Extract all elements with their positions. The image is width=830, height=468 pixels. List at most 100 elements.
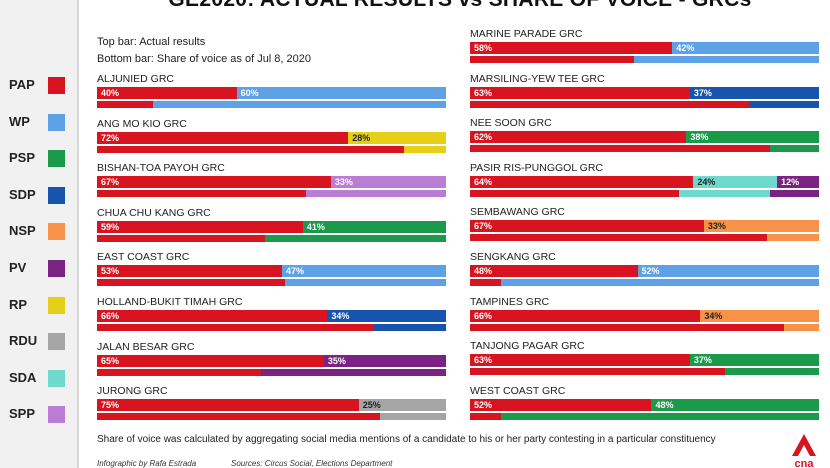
actual-value-label: 59%: [101, 221, 120, 232]
constituency-name-aljunied-grc: ALJUNIED GRC: [97, 73, 175, 85]
actual-value-label: 40%: [101, 88, 120, 98]
voice-bar-tanjong-pagar-grc-pap: [470, 368, 725, 376]
voice-bar-bishan-toa-payoh-grc-pap: [97, 190, 307, 198]
actual-value-label: 34%: [704, 310, 723, 321]
voice-bar-pasir-ris-punggol-grc-sda: [679, 189, 771, 197]
actual-bar-chua-chu-kang-grc-psp: 41%: [302, 220, 446, 233]
constituency-name-marsiling-yew-tee-grc: MARSILING-YEW TEE GRC: [470, 72, 605, 85]
actual-bar-bishan-toa-payoh-grc-pap: 67%: [97, 176, 331, 189]
voice-bar-ang-mo-kio-grc-rp: [404, 145, 446, 153]
actual-bar-aljunied-grc-wp: 60%: [236, 87, 446, 99]
legend-label-pap: PAP: [9, 77, 35, 92]
actual-bar-west-coast-grc-psp: 48%: [651, 398, 819, 411]
constituency-name-tampines-grc: TAMPINES GRC: [470, 295, 550, 308]
legend-swatch-sda: [48, 369, 65, 387]
voice-bar-jurong-grc-pap: [97, 413, 380, 421]
legend-label-pv: PV: [9, 260, 27, 275]
actual-value-label: 60%: [240, 88, 259, 98]
actual-bar-jurong-grc-rdu: 25%: [358, 399, 446, 412]
footnote: Share of voice was calculated by aggrega…: [97, 434, 716, 445]
credit-sources: Sources: Circus Social, Elections Depart…: [231, 459, 393, 468]
voice-bar-nee-soon-grc-psp: [770, 145, 819, 153]
legend-swatch-nsp: [48, 223, 65, 241]
actual-value-label: 52%: [474, 399, 493, 410]
actual-value-label: 58%: [474, 43, 493, 53]
actual-value-label: 63%: [474, 355, 493, 366]
constituency-name-chua-chu-kang-grc: CHUA CHU KANG GRC: [97, 206, 211, 219]
note-bottom-bar: Bottom bar: Share of voice as of Jul 8, …: [97, 53, 312, 65]
voice-bar-chua-chu-kang-grc-pap: [97, 234, 265, 242]
actual-value-label: 64%: [474, 176, 493, 187]
party-legend: PAP WP PSP SDP NSP PV RP RDU SDA SPP: [0, 0, 77, 468]
actual-value-label: 75%: [101, 400, 120, 411]
actual-value-label: 33%: [334, 177, 353, 188]
voice-bar-nee-soon-grc-pap: [470, 145, 771, 153]
actual-bar-holland-bukit-timah-grc-sdp: 34%: [327, 310, 446, 322]
actual-bar-ang-mo-kio-grc-rp: 28%: [348, 131, 446, 144]
actual-bar-sengkang-grc-wp: 52%: [637, 265, 819, 277]
legend-label-psp: PSP: [9, 150, 36, 166]
legend-label-sda: SDA: [9, 369, 37, 385]
cna-logo: cna: [792, 434, 816, 468]
actual-bar-nee-soon-grc-psp: 38%: [686, 131, 819, 144]
voice-bar-east-coast-grc-wp: [285, 279, 446, 287]
actual-value-label: 37%: [693, 355, 712, 366]
chart-title: GE2020: ACTUAL RESULTS vs SHARE OF VOICE…: [130, 0, 790, 12]
actual-bar-tanjong-pagar-grc-psp: 37%: [689, 354, 819, 367]
note-top-bar: Top bar: Actual results: [97, 36, 206, 48]
actual-bar-west-coast-grc-pap: 52%: [470, 398, 652, 411]
constituency-name-marine-parade-grc: MARINE PARADE GRC: [470, 28, 583, 40]
actual-value-label: 33%: [707, 221, 726, 232]
voice-bar-holland-bukit-timah-grc-sdp: [372, 324, 446, 331]
legend-swatch-psp: [48, 150, 65, 168]
voice-bar-pasir-ris-punggol-grc-pv: [770, 189, 819, 197]
actual-value-label: 65%: [101, 355, 120, 366]
actual-bar-aljunied-grc-pap: 40%: [97, 87, 237, 99]
legend-label-spp: SPP: [9, 406, 36, 422]
voice-bar-marine-parade-grc-pap: [470, 56, 635, 63]
voice-bar-sengkang-grc-pap: [470, 279, 502, 286]
legend-divider: [77, 0, 79, 468]
actual-bar-holland-bukit-timah-grc-pap: 66%: [97, 310, 328, 322]
voice-bar-marsiling-yew-tee-grc-pap: [470, 100, 750, 108]
constituency-name-nee-soon-grc: NEE SOON GRC: [470, 117, 552, 130]
actual-value-label: 41%: [306, 221, 325, 232]
voice-bar-marsiling-yew-tee-grc-sdp: [749, 100, 819, 108]
voice-bar-jalan-besar-grc-pv: [261, 368, 446, 376]
actual-bar-nee-soon-grc-pap: 62%: [470, 131, 687, 144]
voice-bar-aljunied-grc-pap: [97, 101, 153, 108]
actual-bar-jalan-besar-grc-pv: 35%: [323, 354, 446, 367]
constituency-name-east-coast-grc: EAST COAST GRC: [97, 251, 190, 264]
voice-bar-west-coast-grc-psp: [501, 412, 819, 420]
actual-bar-chua-chu-kang-grc-pap: 59%: [97, 220, 303, 233]
voice-bar-chua-chu-kang-grc-psp: [264, 234, 446, 242]
constituency-name-jalan-besar-grc: JALAN BESAR GRC: [97, 340, 195, 353]
voice-bar-marine-parade-grc-wp: [634, 56, 819, 63]
constituency-name-jurong-grc: JURONG GRC: [97, 385, 168, 398]
actual-value-label: 35%: [327, 355, 346, 366]
legend-swatch-pap: [48, 77, 65, 94]
voice-bar-west-coast-grc-pap: [470, 412, 502, 420]
actual-bar-tampines-grc-pap: 66%: [470, 309, 701, 322]
constituency-name-sembawang-grc: SEMBAWANG GRC: [470, 206, 565, 219]
actual-value-label: 48%: [474, 266, 493, 276]
credit-infographic: Infographic by Rafa Estrada: [97, 459, 197, 468]
actual-value-label: 38%: [690, 132, 709, 143]
actual-value-label: 25%: [362, 400, 381, 411]
actual-bar-marine-parade-grc-pap: 58%: [470, 42, 673, 54]
actual-value-label: 66%: [101, 311, 120, 321]
voice-bar-jurong-grc-rdu: [379, 413, 446, 421]
actual-value-label: 63%: [474, 87, 493, 98]
legend-label-rp: RP: [9, 296, 28, 312]
actual-bar-east-coast-grc-pap: 53%: [97, 265, 282, 278]
actual-value-label: 72%: [101, 132, 120, 143]
actual-value-label: 66%: [474, 310, 493, 321]
actual-bar-marsiling-yew-tee-grc-pap: 63%: [470, 86, 690, 99]
legend-label-rdu: RDU: [9, 333, 38, 349]
constituency-name-sengkang-grc: SENGKANG GRC: [470, 251, 556, 263]
voice-bar-aljunied-grc-wp: [152, 101, 446, 108]
legend-swatch-spp: [48, 406, 65, 424]
constituency-name-holland-bukit-timah-grc: HOLLAND-BUKIT TIMAH GRC: [97, 296, 243, 308]
actual-value-label: 12%: [781, 176, 800, 187]
voice-bar-sembawang-grc-nsp: [766, 234, 819, 242]
